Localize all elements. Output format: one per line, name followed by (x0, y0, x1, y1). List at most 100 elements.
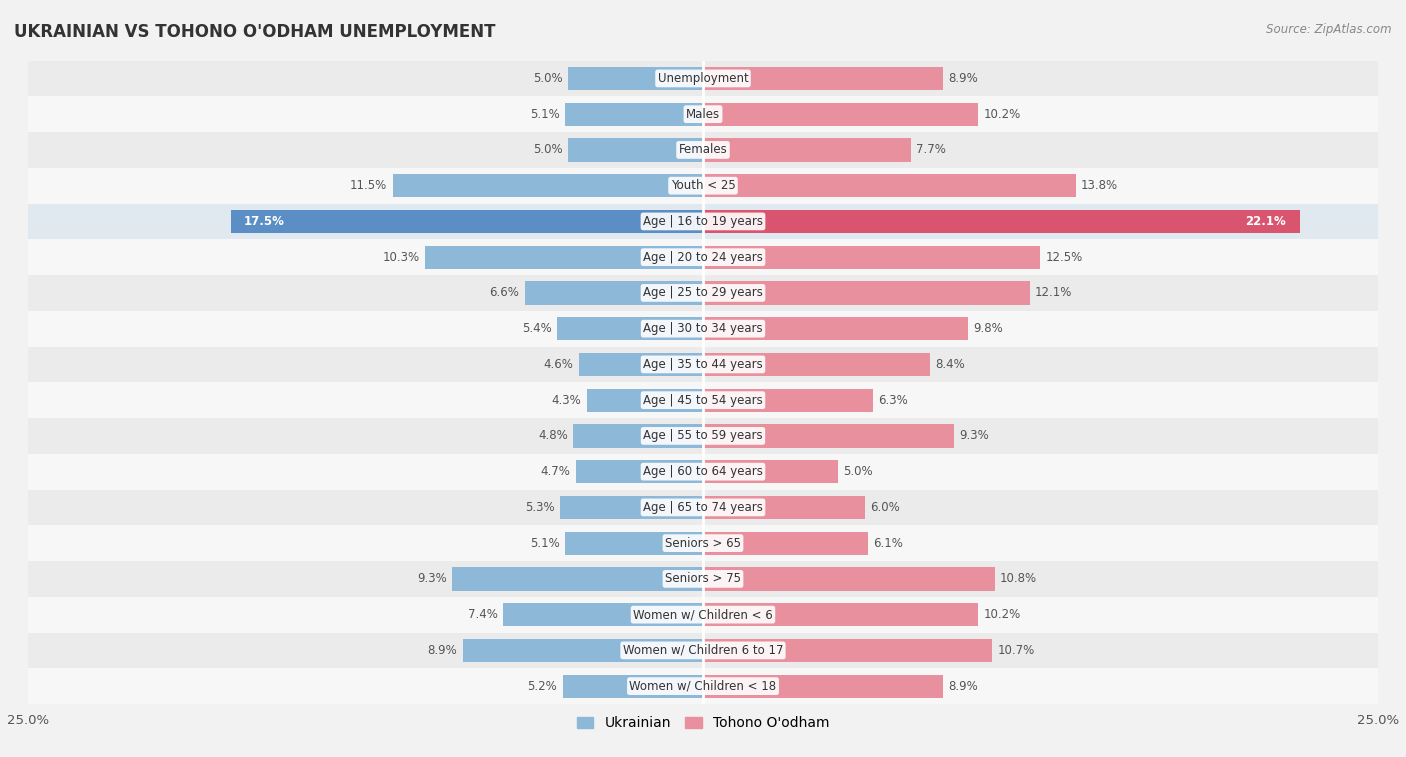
Bar (392, 174, 703, 198)
Bar (565, 102, 703, 126)
Text: Females: Females (679, 143, 727, 157)
Bar (703, 210, 1299, 233)
Text: 5.2%: 5.2% (527, 680, 557, 693)
Bar (557, 317, 703, 341)
Text: Age | 30 to 34 years: Age | 30 to 34 years (643, 322, 763, 335)
Text: 11.5%: 11.5% (350, 179, 387, 192)
Bar (28, 418, 1378, 453)
Bar (703, 424, 955, 447)
Bar (28, 311, 1378, 347)
Text: UKRAINIAN VS TOHONO O'ODHAM UNEMPLOYMENT: UKRAINIAN VS TOHONO O'ODHAM UNEMPLOYMENT (14, 23, 495, 41)
Bar (703, 67, 943, 90)
Text: 4.7%: 4.7% (541, 465, 571, 478)
Text: Women w/ Children 6 to 17: Women w/ Children 6 to 17 (623, 644, 783, 657)
Text: 10.2%: 10.2% (984, 107, 1021, 120)
Bar (579, 353, 703, 376)
Text: 8.4%: 8.4% (935, 358, 965, 371)
Text: 6.3%: 6.3% (879, 394, 908, 407)
Bar (503, 603, 703, 626)
Text: 4.6%: 4.6% (544, 358, 574, 371)
Text: 4.8%: 4.8% (538, 429, 568, 442)
Bar (703, 460, 838, 483)
Text: 9.8%: 9.8% (973, 322, 1002, 335)
Text: 8.9%: 8.9% (427, 644, 457, 657)
Bar (703, 496, 865, 519)
Bar (565, 531, 703, 555)
Bar (703, 388, 873, 412)
Bar (28, 347, 1378, 382)
Bar (568, 139, 703, 161)
Text: 4.3%: 4.3% (551, 394, 582, 407)
Text: Women w/ Children < 18: Women w/ Children < 18 (630, 680, 776, 693)
Bar (568, 67, 703, 90)
Text: Age | 25 to 29 years: Age | 25 to 29 years (643, 286, 763, 300)
Text: Males: Males (686, 107, 720, 120)
Bar (560, 496, 703, 519)
Bar (703, 531, 868, 555)
Text: 12.5%: 12.5% (1046, 251, 1083, 263)
Text: Age | 16 to 19 years: Age | 16 to 19 years (643, 215, 763, 228)
Bar (28, 597, 1378, 633)
Text: 10.3%: 10.3% (382, 251, 419, 263)
Text: Seniors > 65: Seniors > 65 (665, 537, 741, 550)
Bar (28, 61, 1378, 96)
Bar (28, 490, 1378, 525)
Bar (703, 639, 991, 662)
Text: 5.1%: 5.1% (530, 537, 560, 550)
Text: Age | 65 to 74 years: Age | 65 to 74 years (643, 501, 763, 514)
Bar (451, 567, 703, 590)
Bar (574, 424, 703, 447)
Bar (28, 132, 1378, 168)
Bar (231, 210, 703, 233)
Text: Age | 55 to 59 years: Age | 55 to 59 years (643, 429, 763, 442)
Text: 5.3%: 5.3% (524, 501, 554, 514)
Text: 7.4%: 7.4% (468, 608, 498, 621)
Text: 10.7%: 10.7% (997, 644, 1035, 657)
Bar (28, 204, 1378, 239)
Text: 5.1%: 5.1% (530, 107, 560, 120)
Text: 12.1%: 12.1% (1035, 286, 1073, 300)
Bar (703, 567, 994, 590)
Text: 8.9%: 8.9% (949, 72, 979, 85)
Bar (524, 282, 703, 304)
Bar (463, 639, 703, 662)
Bar (425, 245, 703, 269)
Text: 9.3%: 9.3% (416, 572, 447, 585)
Text: Seniors > 75: Seniors > 75 (665, 572, 741, 585)
Bar (28, 204, 1378, 239)
Text: 5.0%: 5.0% (533, 72, 562, 85)
Text: 9.3%: 9.3% (959, 429, 990, 442)
Bar (703, 174, 1076, 198)
Bar (28, 453, 1378, 490)
Bar (703, 674, 943, 698)
Bar (703, 282, 1029, 304)
Bar (703, 603, 979, 626)
Text: 5.4%: 5.4% (522, 322, 551, 335)
Text: 6.1%: 6.1% (873, 537, 903, 550)
Legend: Ukrainian, Tohono O'odham: Ukrainian, Tohono O'odham (571, 711, 835, 736)
Bar (703, 317, 967, 341)
Text: 22.1%: 22.1% (1246, 215, 1286, 228)
Bar (703, 245, 1040, 269)
Text: Age | 20 to 24 years: Age | 20 to 24 years (643, 251, 763, 263)
Text: Age | 45 to 54 years: Age | 45 to 54 years (643, 394, 763, 407)
Text: Women w/ Children < 6: Women w/ Children < 6 (633, 608, 773, 621)
Text: 5.0%: 5.0% (844, 465, 873, 478)
Bar (28, 239, 1378, 275)
Text: 13.8%: 13.8% (1081, 179, 1118, 192)
Text: Source: ZipAtlas.com: Source: ZipAtlas.com (1267, 23, 1392, 36)
Bar (28, 525, 1378, 561)
Bar (28, 668, 1378, 704)
Bar (28, 275, 1378, 311)
Bar (28, 633, 1378, 668)
Text: 6.6%: 6.6% (489, 286, 519, 300)
Text: 8.9%: 8.9% (949, 680, 979, 693)
Bar (28, 561, 1378, 597)
Text: 7.7%: 7.7% (917, 143, 946, 157)
Bar (703, 353, 929, 376)
Bar (562, 674, 703, 698)
Bar (703, 102, 979, 126)
Text: 17.5%: 17.5% (245, 215, 285, 228)
Text: 10.8%: 10.8% (1000, 572, 1038, 585)
Text: 6.0%: 6.0% (870, 501, 900, 514)
